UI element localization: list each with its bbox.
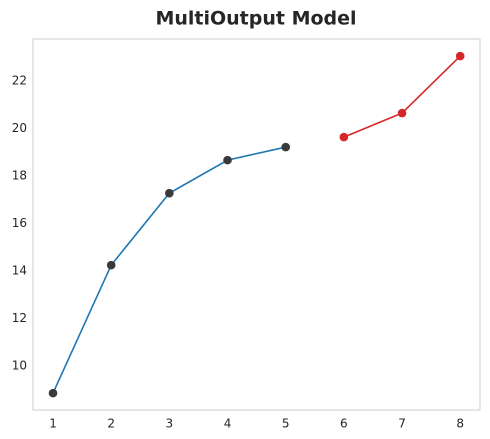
y-tick-label: 20: [12, 121, 27, 135]
y-tick-label: 16: [12, 216, 27, 230]
data-point: [397, 108, 407, 118]
x-tick-label: 6: [340, 417, 348, 431]
data-point: [281, 142, 291, 152]
chart-title: MultiOutput Model: [155, 8, 356, 30]
y-tick-label: 22: [12, 74, 27, 88]
data-point: [455, 51, 465, 61]
data-point: [223, 155, 232, 165]
series-line: [52, 146, 286, 394]
x-tick-label: 3: [166, 417, 174, 431]
x-tick-label: 2: [107, 417, 115, 431]
y-tick-label: 14: [12, 264, 27, 278]
x-tick-label: 7: [398, 417, 406, 431]
y-tick-label: 12: [12, 311, 27, 325]
y-tick-label: 18: [12, 169, 27, 183]
x-tick-label: 5: [282, 417, 290, 431]
x-tick-label: 4: [224, 417, 232, 431]
series-line: [343, 55, 461, 138]
y-tick-label: 10: [12, 359, 27, 373]
plot-frame: [32, 38, 481, 411]
data-point: [339, 132, 349, 142]
x-tick-label: 1: [49, 417, 57, 431]
x-tick-label: 8: [456, 417, 464, 431]
data-point: [165, 188, 174, 198]
data-point: [48, 388, 58, 398]
data-point: [106, 260, 116, 270]
